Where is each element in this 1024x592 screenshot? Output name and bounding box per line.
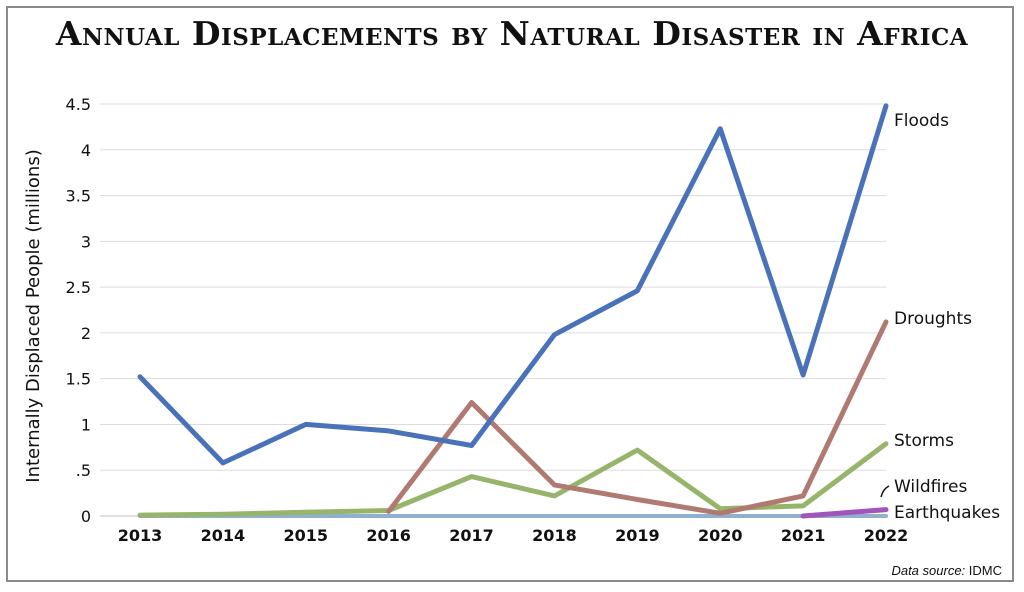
- series-line-storms: [137, 441, 889, 518]
- y-tick-label: 0: [81, 507, 91, 526]
- y-tick-label: 1.5: [66, 370, 91, 389]
- y-tick-label: 1: [81, 415, 91, 434]
- y-tick-label: .5: [76, 461, 91, 480]
- source-note: Data source: IDMC: [891, 563, 1002, 578]
- y-tick-label: 2: [81, 324, 91, 343]
- wildfires-leader-line: [880, 485, 890, 498]
- x-tick-label: 2015: [284, 526, 329, 545]
- x-tick-label: 2021: [781, 526, 826, 545]
- x-tick-label: 2017: [449, 526, 494, 545]
- source-label: Data source: [891, 563, 962, 578]
- y-axis-title: Internally Displaced People (millions): [23, 149, 44, 482]
- x-tick-label: 2013: [118, 526, 163, 545]
- x-tick-label: 2020: [698, 526, 743, 545]
- series-line-droughts: [386, 319, 889, 516]
- x-tick-label: 2018: [532, 526, 577, 545]
- x-tick-label: 2014: [201, 526, 246, 545]
- y-tick-label: 4.5: [66, 95, 91, 114]
- series-line-wildfires: [800, 507, 889, 519]
- y-tick-label: 3: [81, 232, 91, 251]
- y-tick-label: 2.5: [66, 278, 91, 297]
- x-tick-label: 2019: [615, 526, 660, 545]
- series-line-floods: [137, 103, 889, 466]
- x-tick-label: 2016: [366, 526, 411, 545]
- series-label-droughts: Droughts: [894, 309, 972, 329]
- series-label-wildfires: Wildfires: [894, 477, 967, 497]
- y-tick-label: 4: [81, 141, 91, 160]
- series-label-floods: Floods: [894, 111, 949, 131]
- series-label-storms: Storms: [894, 431, 954, 451]
- source-value: IDMC: [968, 563, 1002, 578]
- series-label-earthquakes: Earthquakes: [894, 503, 1000, 523]
- x-tick-label: 2022: [864, 526, 909, 545]
- y-tick-label: 3.5: [66, 187, 91, 206]
- chart-title: Annual Displacements by Natural Disaster…: [55, 14, 969, 53]
